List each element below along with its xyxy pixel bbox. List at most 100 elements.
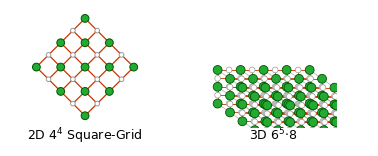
- Circle shape: [287, 110, 292, 116]
- Circle shape: [284, 92, 290, 98]
- Circle shape: [298, 102, 304, 108]
- Circle shape: [308, 93, 313, 98]
- Circle shape: [272, 74, 280, 83]
- Circle shape: [273, 101, 279, 107]
- Circle shape: [238, 83, 247, 92]
- Circle shape: [309, 118, 318, 127]
- Circle shape: [305, 82, 314, 91]
- Circle shape: [318, 74, 327, 83]
- Circle shape: [287, 94, 292, 99]
- Circle shape: [226, 74, 234, 83]
- Circle shape: [356, 128, 362, 133]
- Circle shape: [236, 66, 245, 74]
- Circle shape: [261, 76, 266, 81]
- Circle shape: [263, 118, 272, 127]
- Circle shape: [319, 84, 325, 90]
- Circle shape: [344, 119, 350, 125]
- Circle shape: [319, 92, 328, 101]
- Circle shape: [320, 102, 326, 107]
- Circle shape: [319, 101, 325, 107]
- Circle shape: [295, 84, 301, 90]
- Circle shape: [355, 101, 364, 110]
- Circle shape: [332, 101, 341, 110]
- Circle shape: [295, 101, 301, 106]
- Ellipse shape: [119, 77, 124, 82]
- Circle shape: [282, 82, 291, 91]
- Circle shape: [264, 111, 270, 117]
- Circle shape: [272, 84, 278, 90]
- Circle shape: [308, 93, 314, 99]
- Circle shape: [81, 15, 89, 22]
- Circle shape: [295, 67, 301, 73]
- Circle shape: [282, 99, 291, 108]
- Ellipse shape: [95, 53, 99, 57]
- Circle shape: [236, 82, 245, 91]
- Circle shape: [275, 102, 281, 108]
- Circle shape: [262, 76, 267, 82]
- Circle shape: [307, 83, 316, 92]
- Circle shape: [213, 82, 222, 91]
- Circle shape: [252, 119, 258, 125]
- Circle shape: [330, 83, 339, 92]
- Circle shape: [249, 91, 257, 100]
- Circle shape: [284, 117, 293, 126]
- Circle shape: [355, 118, 364, 127]
- Circle shape: [239, 110, 245, 115]
- Circle shape: [307, 76, 313, 81]
- Circle shape: [263, 110, 268, 116]
- Circle shape: [285, 76, 290, 82]
- Circle shape: [264, 128, 270, 133]
- Ellipse shape: [95, 28, 99, 33]
- Circle shape: [299, 102, 305, 108]
- Circle shape: [272, 108, 280, 117]
- Circle shape: [332, 93, 337, 99]
- Circle shape: [308, 110, 314, 116]
- Circle shape: [342, 109, 351, 118]
- Circle shape: [273, 84, 279, 90]
- Circle shape: [215, 76, 220, 81]
- Circle shape: [333, 111, 339, 117]
- Circle shape: [261, 92, 266, 98]
- Circle shape: [238, 92, 243, 98]
- Circle shape: [274, 118, 280, 124]
- Circle shape: [333, 128, 339, 133]
- Circle shape: [259, 82, 268, 91]
- Circle shape: [294, 74, 304, 83]
- Circle shape: [344, 102, 350, 108]
- Circle shape: [261, 100, 270, 109]
- Circle shape: [263, 135, 272, 143]
- Circle shape: [213, 99, 222, 108]
- Circle shape: [285, 93, 291, 99]
- Ellipse shape: [95, 101, 99, 106]
- Circle shape: [356, 111, 362, 117]
- Circle shape: [320, 85, 326, 90]
- Circle shape: [105, 63, 113, 71]
- Circle shape: [345, 119, 351, 125]
- Circle shape: [296, 109, 305, 118]
- Circle shape: [332, 110, 337, 116]
- Circle shape: [239, 76, 245, 82]
- Circle shape: [345, 102, 351, 108]
- Circle shape: [240, 93, 245, 99]
- Circle shape: [318, 108, 327, 117]
- Circle shape: [273, 92, 282, 101]
- Circle shape: [322, 136, 328, 142]
- Circle shape: [249, 67, 255, 73]
- Circle shape: [263, 93, 268, 99]
- Circle shape: [226, 101, 232, 106]
- Circle shape: [263, 101, 272, 110]
- Circle shape: [305, 99, 314, 108]
- Circle shape: [130, 63, 138, 71]
- Circle shape: [259, 66, 268, 74]
- Circle shape: [262, 93, 267, 98]
- Circle shape: [251, 118, 257, 124]
- Circle shape: [299, 136, 305, 142]
- Circle shape: [294, 108, 304, 117]
- Circle shape: [252, 102, 258, 108]
- Circle shape: [355, 135, 364, 143]
- Circle shape: [276, 136, 282, 142]
- Circle shape: [296, 101, 302, 107]
- Circle shape: [284, 76, 290, 81]
- Circle shape: [263, 110, 269, 116]
- Circle shape: [275, 119, 281, 125]
